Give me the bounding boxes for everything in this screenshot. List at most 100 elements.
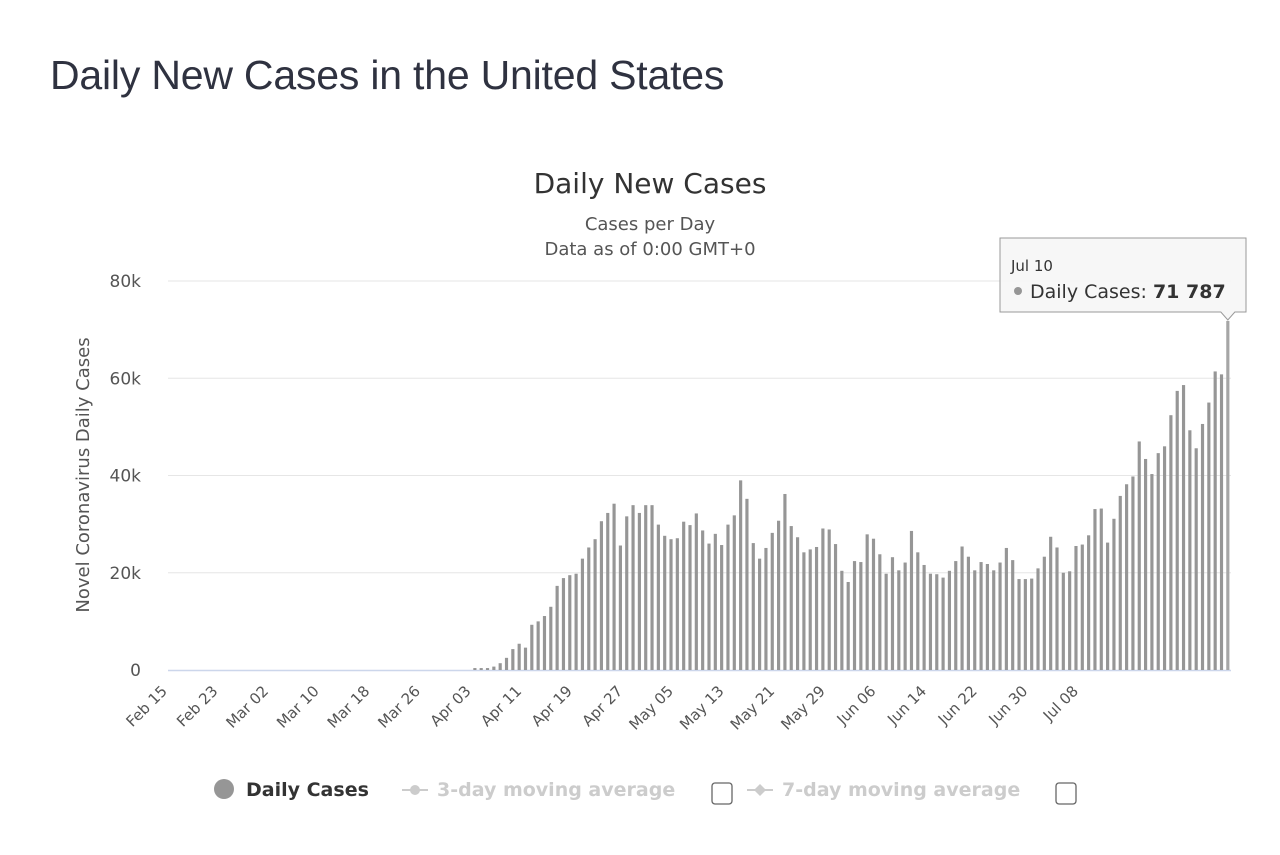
bar[interactable] — [1150, 474, 1154, 670]
bar[interactable] — [1068, 571, 1072, 670]
bar[interactable] — [852, 561, 857, 670]
bar[interactable] — [935, 574, 939, 670]
bar[interactable] — [1188, 430, 1192, 670]
bar[interactable] — [1030, 578, 1034, 670]
bar[interactable] — [1074, 546, 1078, 670]
bar[interactable] — [745, 498, 749, 670]
bar[interactable] — [555, 585, 559, 670]
legend-item-3-day-average[interactable]: 3-day moving average — [402, 779, 675, 801]
bar[interactable] — [1156, 453, 1160, 670]
bar[interactable] — [694, 513, 698, 670]
bar[interactable] — [789, 526, 793, 670]
bar[interactable] — [669, 539, 673, 670]
bar[interactable] — [1181, 385, 1186, 670]
bar[interactable] — [637, 512, 641, 670]
bar[interactable] — [947, 570, 952, 670]
bar[interactable] — [549, 606, 553, 670]
bar[interactable] — [992, 570, 996, 670]
bar[interactable] — [979, 562, 983, 670]
bar[interactable] — [966, 556, 970, 670]
bar[interactable] — [1194, 448, 1198, 670]
bar[interactable] — [504, 657, 509, 670]
bar[interactable] — [644, 505, 648, 670]
bar[interactable] — [1162, 446, 1167, 670]
bar[interactable] — [492, 666, 496, 670]
bar[interactable] — [650, 505, 654, 670]
bar[interactable] — [1169, 415, 1173, 670]
bar[interactable] — [795, 537, 800, 670]
bar[interactable] — [985, 564, 989, 670]
bar[interactable] — [840, 570, 844, 670]
bar[interactable] — [1061, 572, 1065, 670]
bar[interactable] — [833, 544, 838, 670]
bar[interactable] — [1042, 556, 1046, 670]
bar[interactable] — [770, 532, 774, 670]
legend-item-7-day-average[interactable]: 7-day moving average — [747, 779, 1020, 801]
bar[interactable] — [625, 516, 629, 670]
bar[interactable] — [656, 524, 660, 670]
bar[interactable] — [707, 543, 711, 670]
bar[interactable] — [764, 547, 768, 670]
bar[interactable] — [973, 570, 977, 670]
bar[interactable] — [1011, 560, 1015, 670]
bar[interactable] — [580, 558, 585, 670]
bar[interactable] — [1099, 508, 1103, 670]
bar[interactable] — [859, 562, 863, 670]
bar[interactable] — [941, 577, 945, 670]
bar[interactable] — [777, 520, 781, 670]
bar[interactable] — [890, 557, 895, 670]
bar[interactable] — [701, 530, 705, 670]
bar[interactable] — [802, 552, 806, 670]
bar[interactable] — [960, 546, 964, 670]
bar[interactable] — [726, 524, 730, 670]
bar[interactable] — [1036, 568, 1040, 670]
bar[interactable] — [606, 512, 610, 670]
bar[interactable] — [720, 545, 724, 670]
bar[interactable] — [517, 643, 521, 670]
bar[interactable] — [871, 538, 876, 670]
bar[interactable] — [751, 543, 755, 670]
bar[interactable] — [663, 535, 667, 670]
bar[interactable] — [568, 575, 572, 670]
bar[interactable] — [587, 547, 591, 670]
legend-item-daily-cases[interactable]: Daily Cases — [214, 779, 369, 801]
bar[interactable] — [916, 552, 920, 670]
bar[interactable] — [928, 573, 933, 670]
bar[interactable] — [1023, 579, 1027, 670]
bar[interactable] — [1207, 402, 1211, 670]
bar[interactable] — [618, 545, 622, 670]
bar[interactable] — [878, 554, 882, 670]
bar[interactable] — [682, 521, 686, 670]
bar[interactable] — [1004, 547, 1008, 670]
bar[interactable] — [1200, 423, 1205, 670]
bar[interactable] — [954, 561, 958, 670]
bar[interactable] — [1118, 495, 1122, 670]
bar[interactable] — [897, 570, 901, 670]
bar[interactable] — [998, 562, 1002, 670]
bar[interactable] — [675, 538, 679, 670]
bar[interactable] — [1175, 390, 1179, 670]
bar[interactable] — [1093, 509, 1097, 670]
bar[interactable] — [498, 663, 502, 670]
bar[interactable] — [732, 515, 736, 670]
bar[interactable] — [1112, 518, 1116, 670]
bar[interactable] — [814, 546, 819, 670]
bar[interactable] — [903, 562, 907, 670]
bar[interactable] — [884, 573, 888, 670]
bar[interactable] — [561, 578, 566, 670]
bar[interactable] — [1080, 544, 1084, 670]
bar[interactable] — [473, 668, 477, 670]
bar[interactable] — [599, 521, 603, 670]
bar[interactable] — [1087, 535, 1091, 670]
bar[interactable] — [1017, 579, 1021, 670]
bar[interactable] — [922, 564, 926, 670]
bar[interactable] — [485, 668, 490, 670]
bar[interactable] — [536, 621, 540, 671]
7-day-average-checkbox[interactable] — [1055, 782, 1077, 805]
bar[interactable] — [1055, 547, 1059, 670]
bar[interactable] — [1144, 458, 1148, 670]
bar[interactable] — [542, 616, 547, 670]
bar[interactable] — [1049, 536, 1053, 670]
bar[interactable] — [1137, 441, 1141, 670]
bar[interactable] — [530, 624, 534, 670]
